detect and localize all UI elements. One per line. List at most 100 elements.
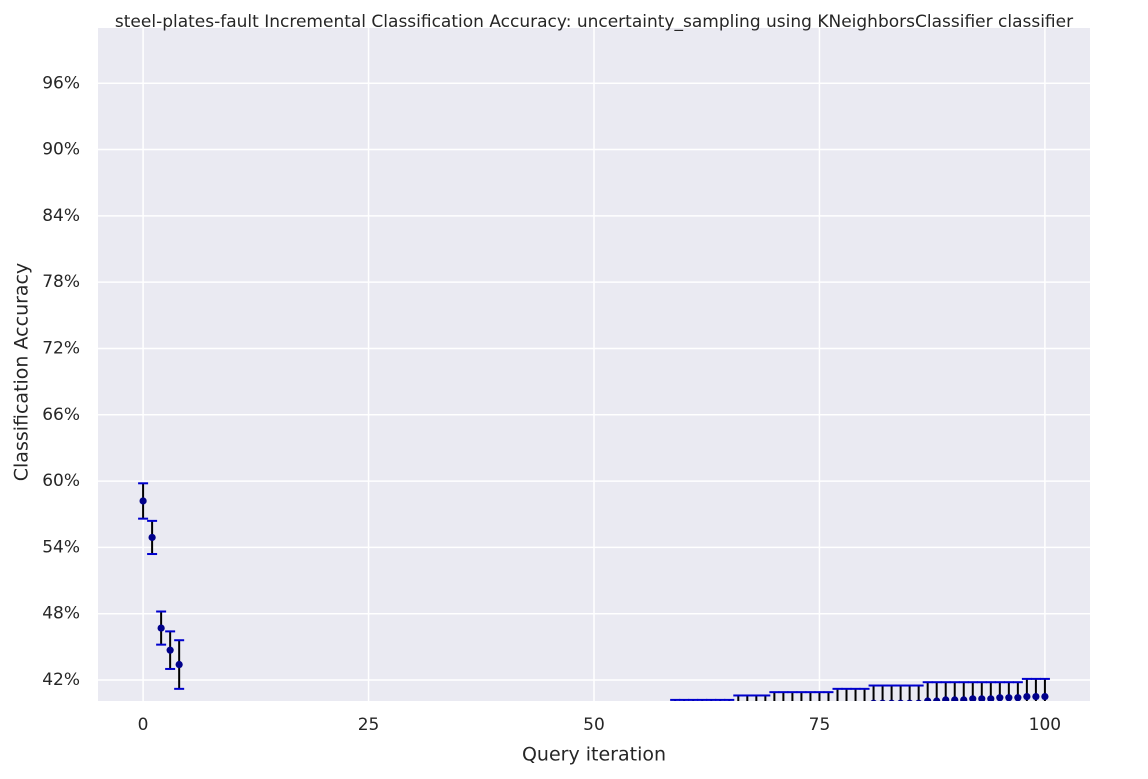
y-tick-label: 96% <box>42 73 80 93</box>
x-tick-label: 100 <box>1029 715 1061 735</box>
point <box>194 721 201 728</box>
point <box>726 714 733 721</box>
point <box>221 721 228 728</box>
point <box>212 721 219 728</box>
x-axis-label: Query iteration <box>522 744 666 766</box>
point <box>915 699 922 701</box>
point <box>518 721 525 728</box>
point <box>708 714 715 721</box>
point <box>572 721 579 728</box>
point <box>699 714 706 721</box>
point <box>455 721 462 728</box>
point <box>897 699 904 701</box>
point <box>175 660 183 669</box>
point <box>626 721 633 728</box>
point <box>635 718 642 725</box>
y-tick-label: 90% <box>42 140 80 160</box>
point <box>780 706 787 713</box>
point <box>437 721 444 728</box>
point <box>419 721 426 728</box>
point <box>428 721 435 728</box>
point <box>690 714 697 721</box>
grid <box>98 28 1090 701</box>
chart-title: steel-plates-fault Incremental Classific… <box>115 12 1073 32</box>
y-tick-label: 48% <box>42 604 80 624</box>
point <box>978 695 986 701</box>
x-tick-label: 75 <box>809 715 831 735</box>
point <box>879 699 886 701</box>
point <box>185 721 192 728</box>
point <box>987 695 995 701</box>
x-tick-label: 50 <box>583 715 605 735</box>
point <box>663 716 670 723</box>
point <box>491 721 498 728</box>
point <box>554 721 561 728</box>
point <box>681 714 688 721</box>
point <box>302 721 309 728</box>
y-tick-label: 60% <box>42 471 80 491</box>
point <box>834 703 841 710</box>
point <box>527 721 534 728</box>
y-tick-label: 42% <box>42 670 80 690</box>
point <box>157 624 165 632</box>
point <box>338 721 345 728</box>
point <box>933 697 941 701</box>
point <box>888 699 895 701</box>
point <box>798 706 805 713</box>
point <box>744 710 751 717</box>
y-tick-label: 78% <box>42 272 80 292</box>
point <box>1023 692 1031 701</box>
point <box>410 721 417 728</box>
point <box>329 721 336 728</box>
point <box>1005 694 1013 701</box>
x-tick-label: 25 <box>358 715 380 735</box>
point <box>392 721 399 728</box>
point <box>753 710 760 717</box>
point <box>545 721 552 728</box>
point <box>861 703 868 710</box>
point <box>166 646 174 654</box>
point <box>239 721 246 728</box>
point <box>275 721 282 728</box>
data <box>138 482 1050 728</box>
y-tick-label: 66% <box>42 405 80 425</box>
point <box>500 721 507 728</box>
point <box>1032 692 1040 701</box>
point <box>843 703 850 710</box>
point <box>266 721 273 728</box>
point <box>148 533 156 542</box>
point <box>509 721 516 728</box>
y-tick-label: 84% <box>42 206 80 226</box>
point <box>825 706 832 713</box>
point <box>951 696 959 701</box>
point <box>807 706 814 713</box>
point <box>735 710 742 717</box>
point <box>969 695 977 701</box>
point <box>906 699 913 701</box>
point <box>771 706 778 713</box>
point <box>924 697 932 701</box>
point <box>536 721 543 728</box>
point <box>257 721 264 728</box>
point <box>203 721 210 728</box>
point <box>1014 694 1022 701</box>
point <box>996 694 1004 701</box>
point <box>870 699 877 701</box>
point <box>446 721 453 728</box>
x-tick-label: 0 <box>138 715 149 735</box>
point <box>645 716 652 723</box>
point <box>284 721 291 728</box>
point <box>789 706 796 713</box>
y-tick-label: 72% <box>42 338 80 358</box>
point <box>816 706 823 713</box>
point <box>230 721 237 728</box>
point <box>852 703 859 710</box>
point <box>464 721 471 728</box>
point <box>482 721 489 728</box>
point <box>717 714 724 721</box>
point <box>1041 692 1049 701</box>
point <box>401 721 408 728</box>
point <box>617 721 624 728</box>
point <box>248 721 255 728</box>
y-axis-label: Classification Accuracy <box>11 263 33 482</box>
